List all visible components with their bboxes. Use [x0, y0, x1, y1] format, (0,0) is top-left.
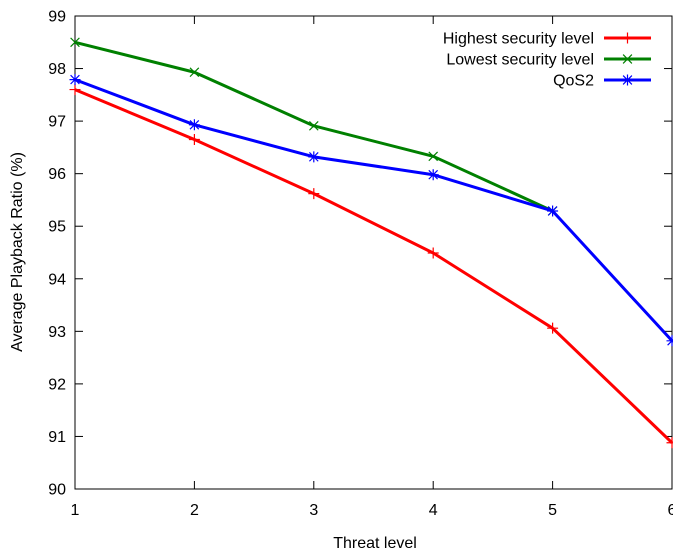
plot-border [74, 15, 673, 490]
x-tick-label: 5 [548, 502, 557, 519]
x-tick-label: 1 [71, 502, 80, 519]
y-tick-label: 98 [48, 61, 66, 78]
y-tick-label: 97 [48, 114, 66, 131]
legend-label: Highest security level [443, 31, 594, 48]
y-tick-label: 94 [48, 271, 66, 288]
data-point [547, 322, 559, 334]
series-layer [69, 37, 673, 449]
x-tick-label: 3 [309, 502, 318, 519]
series-line [74, 78, 673, 342]
data-point [666, 437, 673, 449]
data-point [547, 205, 559, 217]
legend: Highest security level Lowest security le… [443, 31, 651, 90]
y-tick-label: 93 [48, 324, 66, 341]
y-axis-label: Average Playback Ratio (%) [9, 152, 26, 352]
series-line [74, 88, 673, 444]
data-point [308, 121, 319, 131]
plot-frame [74, 15, 673, 490]
data-point [189, 67, 200, 78]
legend-label: Lowest security level [446, 52, 594, 69]
legend-marker [622, 74, 633, 86]
data-point [70, 37, 80, 48]
y-axis: 90 91 92 93 94 95 96 97 98 99 [48, 9, 672, 499]
x-tick-label: 4 [429, 502, 438, 519]
data-point [308, 188, 320, 200]
data-point [69, 84, 81, 96]
data-point [69, 74, 81, 86]
data-point [188, 119, 200, 131]
y-tick-label: 92 [48, 376, 66, 393]
y-tick-label: 99 [48, 9, 66, 26]
series-2 [70, 37, 558, 216]
y-tick-label: 90 [48, 482, 66, 499]
series-3 [69, 74, 673, 347]
x-axis: 1 2 3 4 5 6 [71, 16, 673, 519]
y-tick-label: 95 [48, 219, 66, 236]
x-tick-label: 2 [190, 502, 199, 519]
data-point [428, 151, 439, 162]
data-point [666, 335, 673, 347]
x-tick-label: 6 [668, 502, 673, 519]
legend-marker [622, 54, 633, 64]
legend-label: QoS2 [553, 73, 594, 90]
x-axis-label: Threat level [333, 535, 417, 550]
y-tick-label: 96 [48, 166, 66, 183]
data-point [427, 169, 439, 181]
data-point [427, 247, 439, 259]
series-1 [69, 84, 673, 449]
data-point [188, 134, 200, 146]
legend-marker [622, 32, 633, 44]
y-tick-label: 91 [48, 429, 66, 446]
data-point [308, 151, 320, 163]
